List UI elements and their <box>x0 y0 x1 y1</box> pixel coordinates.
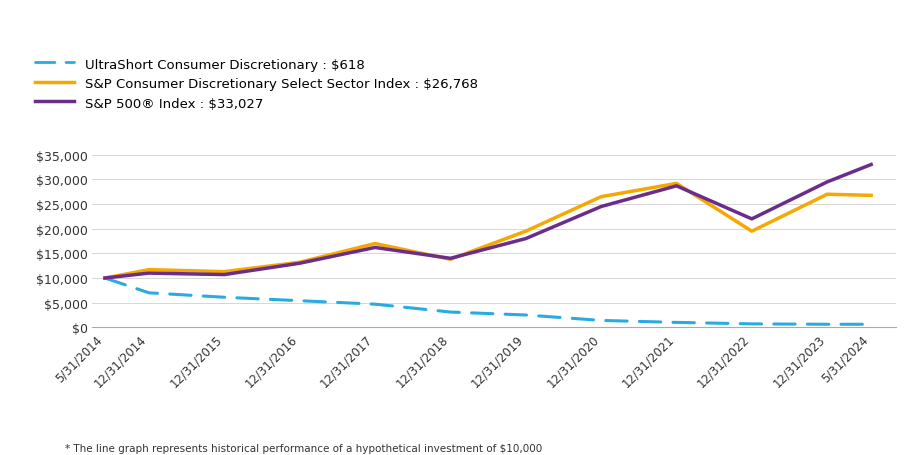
Legend: UltraShort Consumer Discretionary : $618, S&P Consumer Discretionary Select Sect: UltraShort Consumer Discretionary : $618… <box>35 57 478 111</box>
Text: * The line graph represents historical performance of a hypothetical investment : * The line graph represents historical p… <box>65 443 542 453</box>
